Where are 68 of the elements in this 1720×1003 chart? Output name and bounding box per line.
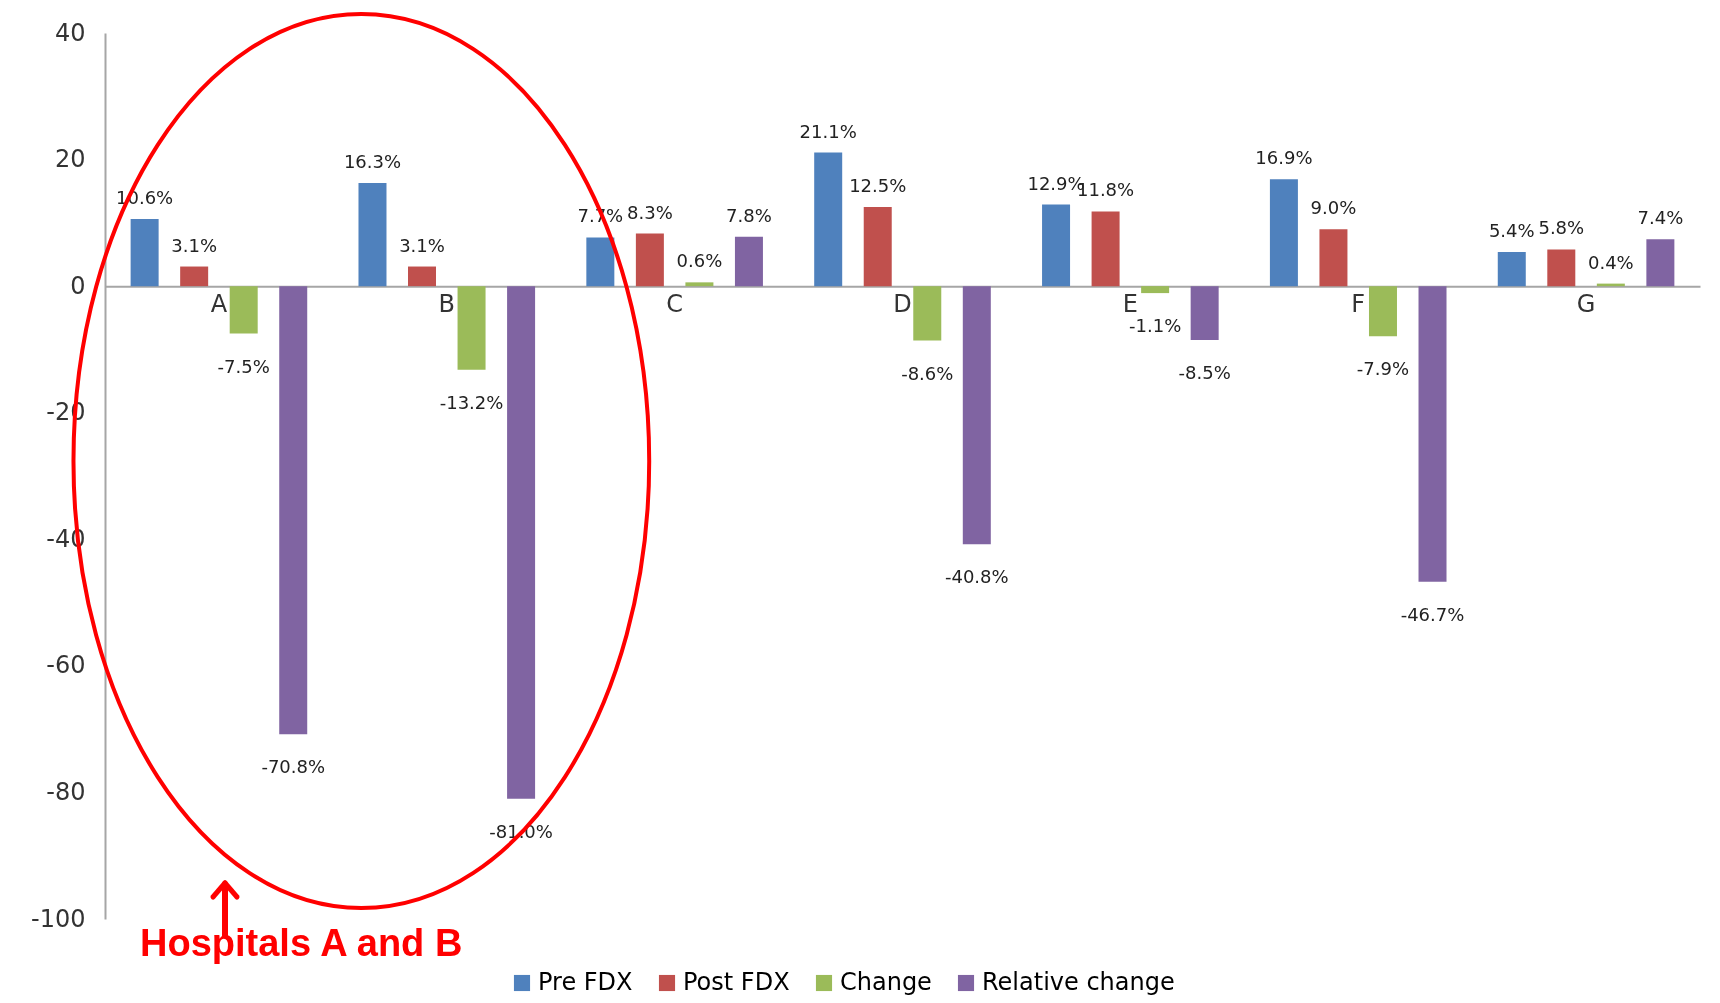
bar	[586, 237, 615, 287]
bar	[457, 286, 486, 370]
legend-label: Change	[840, 968, 932, 996]
bar	[507, 286, 536, 799]
legend-label: Post FDX	[683, 968, 790, 996]
bar	[863, 207, 892, 287]
bar	[635, 233, 664, 287]
y-tick-label: -80	[46, 777, 86, 806]
bar	[1042, 204, 1071, 287]
data-label: 7.8%	[726, 204, 772, 226]
data-label: 5.4%	[1488, 219, 1535, 241]
data-label: 0.4%	[1587, 251, 1634, 273]
bar	[130, 219, 159, 287]
data-label: 3.1%	[399, 234, 445, 256]
data-label: 8.3%	[627, 201, 673, 223]
data-label: 21.1%	[799, 120, 857, 142]
x-tick-label: E	[1122, 289, 1138, 318]
text: Hospitals A and B	[140, 922, 463, 964]
bar	[1269, 179, 1298, 287]
bar	[734, 236, 763, 287]
bar	[1368, 286, 1397, 337]
data-label: 0.6%	[676, 250, 723, 272]
bar	[962, 286, 991, 545]
bar	[685, 282, 714, 287]
x-tick-label: F	[1351, 289, 1366, 318]
data-label: 7.4%	[1637, 207, 1684, 229]
data-label: -1.1%	[1129, 315, 1182, 337]
data-label: -7.5%	[217, 355, 270, 377]
data-label: -46.7%	[1400, 603, 1465, 625]
x-tick-label: G	[1576, 289, 1596, 318]
bar	[358, 182, 387, 287]
bar	[1646, 239, 1675, 287]
data-label: -7.9%	[1356, 358, 1410, 380]
bar	[229, 286, 258, 334]
y-tick-label: 40	[54, 18, 86, 47]
bar	[1190, 286, 1219, 340]
bar	[913, 286, 942, 341]
bar	[814, 152, 843, 287]
y-tick-label: 0	[70, 271, 86, 300]
x-tick-label: D	[893, 289, 912, 318]
legend-label: Relative change	[982, 968, 1175, 996]
data-label: -8.6%	[901, 362, 954, 384]
x-tick-label: C	[666, 289, 684, 318]
data-label: -40.8%	[944, 566, 1009, 588]
data-label: -8.5%	[1178, 361, 1231, 383]
data-label: -70.8%	[261, 756, 326, 778]
data-label: 16.3%	[343, 150, 402, 172]
y-tick-label: -60	[46, 651, 86, 680]
bar	[1547, 249, 1576, 287]
y-tick-label: 20	[54, 145, 86, 174]
x-tick-label: B	[438, 289, 456, 318]
data-label: 9.0%	[1310, 197, 1357, 219]
bar	[1141, 286, 1170, 294]
data-label: -13.2%	[439, 391, 504, 413]
x-tick-label: A	[210, 289, 228, 318]
data-label: 12.5%	[849, 175, 907, 197]
bar	[1319, 229, 1348, 287]
bar	[180, 266, 209, 287]
bar	[1091, 211, 1120, 287]
bar	[1497, 251, 1526, 287]
y-tick-label: -100	[31, 904, 86, 933]
legend-label: Pre FDX	[538, 968, 633, 996]
bar	[279, 286, 308, 735]
bar	[408, 266, 437, 287]
data-label: 16.9%	[1255, 147, 1313, 169]
bar	[1418, 286, 1447, 582]
data-label: 5.8%	[1538, 217, 1585, 239]
data-label: 3.1%	[171, 234, 218, 256]
